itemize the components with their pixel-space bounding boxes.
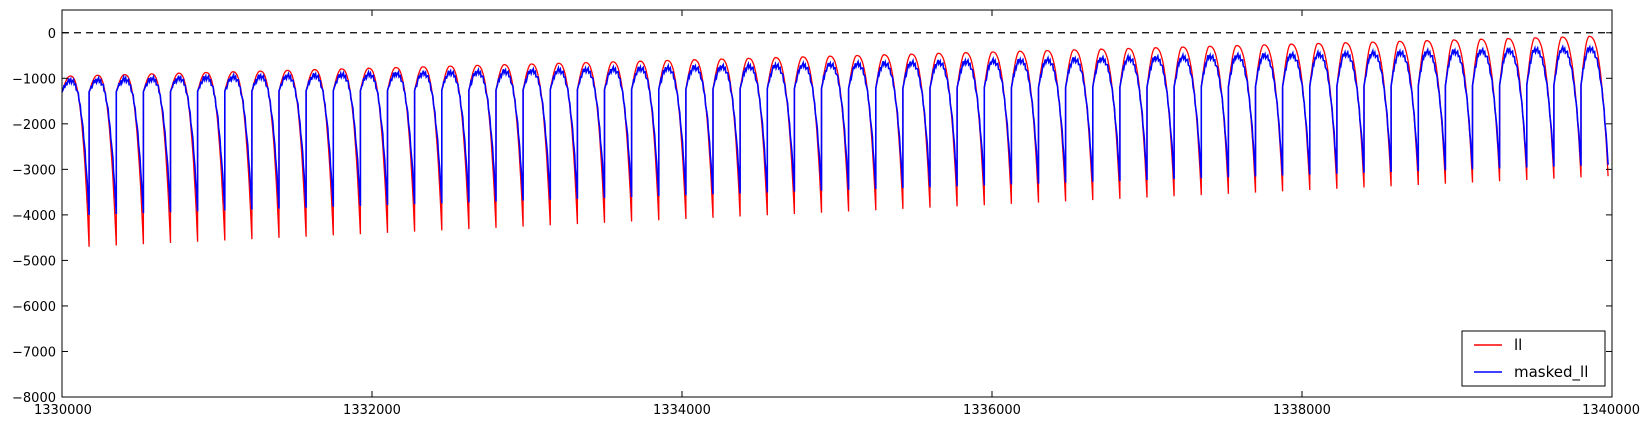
x-tick-label: 1334000 [653,403,711,418]
legend-box [1461,330,1606,387]
y-tick-label: −6000 [12,300,56,315]
legend-label-ll: ll [1514,336,1522,354]
y-tick-label: −8000 [12,391,56,406]
y-axis: 0 −1000 −2000 −3000 −4000 −5000 −6000 −7000 −800… [12,27,1612,406]
x-tick-label: 1340000 [1582,403,1640,418]
x-tick-label: 1336000 [963,403,1021,418]
x-tick-label: 1332000 [343,403,401,418]
x-tick-label: 1338000 [1273,403,1331,418]
y-tick-label: −3000 [12,163,56,178]
x-tick-label: 1330000 [34,403,92,418]
x-axis: 1330000 1332000 1334000 1336000 1338000 13400… [34,10,1640,418]
y-tick-label: −2000 [12,118,56,133]
y-tick-label: −1000 [12,72,56,87]
y-tick-label: 0 [48,27,56,42]
series-line-ll [61,35,1609,247]
plot-frame [61,9,1613,398]
y-tick-label: −7000 [12,345,56,360]
y-tick-label: −5000 [12,254,56,269]
legend: ll masked_ll [1461,330,1606,387]
series-line-masked-ll [61,44,1609,215]
plot-area [61,32,1612,247]
y-tick-label: −4000 [12,209,56,224]
legend-label-masked-ll: masked_ll [1514,363,1588,382]
